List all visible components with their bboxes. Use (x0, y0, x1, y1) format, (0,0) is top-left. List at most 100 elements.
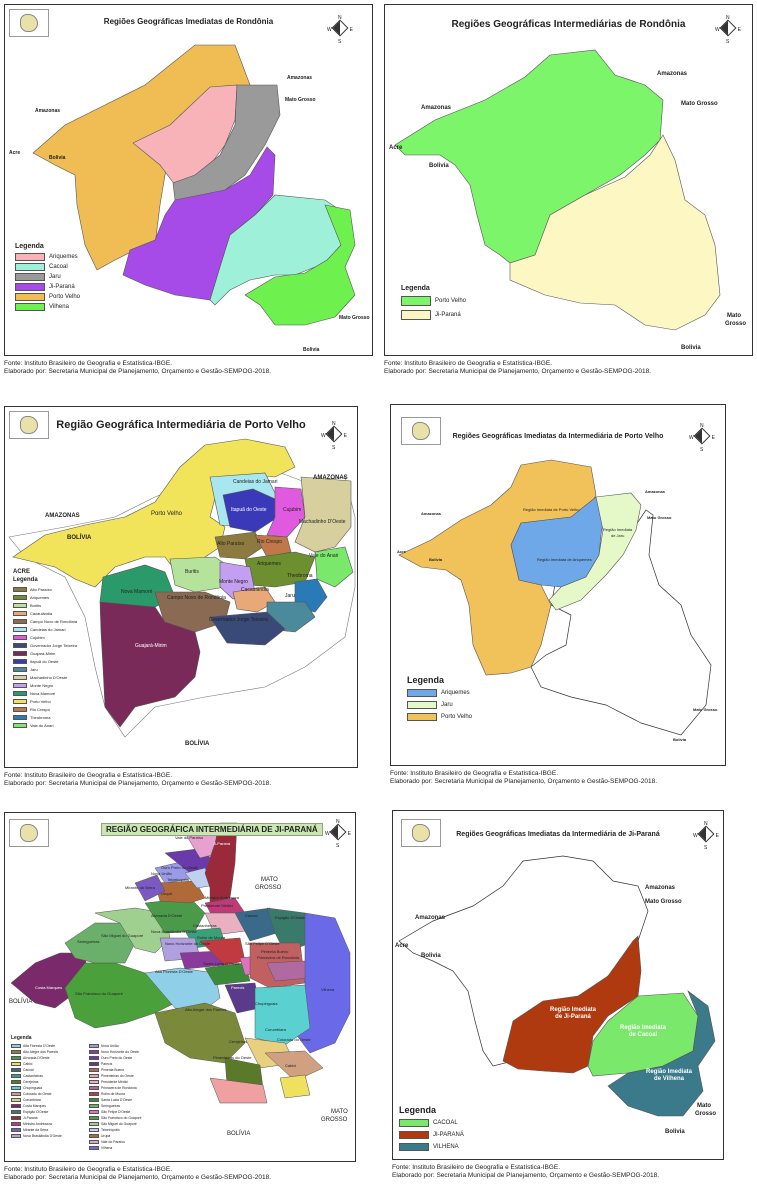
legend-swatch (13, 642, 27, 648)
label-amazonas-right: AMAZONAS (313, 475, 348, 481)
compass-star-icon (325, 425, 343, 443)
compass-e: E (347, 831, 351, 837)
legend-label: Ji-Paraná (435, 312, 461, 318)
region-ji-parana (204, 822, 238, 904)
label-seringueiras: Seringueiras (77, 939, 100, 944)
region-santa-luzia (204, 962, 251, 986)
compass-star-icon (329, 823, 347, 841)
rondonia-intermediate-regions-map (394, 49, 721, 331)
caption-source: Fonte: Instituto Brasileiro de Geografia… (4, 360, 172, 367)
label-chupinguaia: Chupinguaia (255, 1001, 278, 1006)
legend-label: Cerejeiras (23, 1080, 39, 1084)
legend-item: Teixeirópolis (89, 1127, 142, 1133)
region-machadinho (294, 476, 352, 553)
legend-swatch (13, 634, 27, 640)
label-ji-parana: Ji-Paraná (213, 841, 231, 846)
label-line-2: de Vilhena (654, 1076, 684, 1082)
legend-swatch (89, 1068, 99, 1072)
label-regiao-ji-parana: Região Imediata de Ji-Paraná (543, 1007, 603, 1021)
legend-label: Costa Marques (23, 1104, 46, 1108)
legend-swatch (11, 1080, 21, 1084)
legend-item: Parecis (89, 1061, 142, 1067)
legend-swatch (11, 1122, 21, 1126)
brazil-shape (412, 824, 430, 842)
legend-item: Costa Marques (11, 1103, 89, 1109)
legend-item: Governador Jorge Teixeira (13, 641, 77, 649)
compass-e: E (715, 833, 719, 839)
label-candeias: Candeias do Jamari (233, 479, 278, 485)
legend-label: Ministro Andreazza (23, 1122, 52, 1126)
label-amazonas-left: Amazonas (421, 105, 452, 111)
legend-item: Porto Velho (15, 292, 80, 302)
legend-label: Alto Paraíso (30, 586, 52, 592)
map-panel-immediate-ji-parana: Regiões Geográficas Imediatas da Interme… (392, 810, 724, 1160)
caption-panel-2: Fonte: Instituto Brasileiro de Geografia… (384, 360, 651, 376)
region-vilhena (244, 204, 356, 326)
region-mirante (134, 874, 166, 902)
region-rio-crespo (254, 534, 292, 558)
label-cacoal: Cacoal (245, 913, 258, 918)
caption-panel-3: Fonte: Instituto Brasileiro de Geografia… (4, 772, 271, 788)
legend-column-1: Alta Floresta D'Oeste Alto Alegre dos Pa… (11, 1043, 89, 1151)
compass-n: N (338, 15, 342, 21)
label-nova-mamore: Nova Mamoré (121, 589, 153, 595)
legend-item: Pimenta Bueno (89, 1067, 142, 1073)
legend-swatch (11, 1104, 21, 1108)
legend-label: Alvorada D'Oeste (23, 1056, 50, 1060)
label-cabixi: Cabixi (285, 1063, 297, 1068)
compass-e: E (343, 433, 347, 439)
ji-parana-municipalities-map (10, 822, 351, 1104)
legend: Legenda CACOAL JI-PARANÁ VILHENA (399, 1105, 464, 1153)
legend-item: Rolim de Moura (89, 1091, 142, 1097)
label-bolivia-bottom: BOLÍVIA (227, 1131, 251, 1137)
legend-item: Espigão D'Oeste (11, 1109, 89, 1115)
legend-title: Legenda (407, 675, 445, 685)
label-theobroma: Theobroma (287, 573, 313, 579)
caption-author: Elaborado por: Secretaria Municipal de P… (4, 1174, 271, 1181)
legend-label: Cacaulândia (30, 610, 53, 616)
legend-swatch (89, 1104, 99, 1108)
legend-item: Rio Crespo (13, 705, 77, 713)
label-bolivia-bottom: BOLÍVIA (185, 741, 210, 747)
label-line-1: Região Imediata (549, 1007, 596, 1013)
legend-title: Legenda (399, 1105, 437, 1115)
legend-swatch (13, 698, 27, 704)
legend-label: Campo Novo de Rondônia (30, 618, 78, 624)
label-line-2: de Cacoal (628, 1032, 658, 1038)
caption-panel-4: Fonte: Instituto Brasileiro de Geografia… (390, 770, 657, 786)
legend-item: Nova Brasilândia D'Oeste (11, 1133, 89, 1139)
legend-swatch (11, 1128, 21, 1132)
label-bolivia-bottom: Bolivia (681, 345, 701, 351)
legend-item: Colorado do Oeste (11, 1091, 89, 1097)
caption-author: Elaborado por: Secretaria Municipal de P… (384, 368, 651, 375)
legend-label: Vilhena (49, 304, 69, 310)
label-grosso: Grosso (725, 321, 747, 327)
label-acre: Acre (9, 150, 21, 156)
legend-swatch (399, 1119, 429, 1127)
legend-label: Candeias do Jamari (30, 626, 66, 632)
legend-label: Castanheiras (23, 1074, 43, 1078)
legend-label: Novo Horizonte do Oeste (101, 1050, 140, 1054)
caption-author: Elaborado por: Secretaria Municipal de P… (4, 368, 271, 375)
legend-label: Governador Jorge Teixeira (30, 642, 78, 648)
legend-label: Ariquemes (49, 254, 78, 260)
legend-swatch (89, 1044, 99, 1048)
legend-columns: Alta Floresta D'Oeste Alto Alegre dos Pa… (11, 1043, 142, 1151)
label-pimenta: Pimenta Bueno (261, 949, 289, 954)
compass-n: N (332, 421, 336, 427)
legend-item: Porto Velho (407, 711, 472, 723)
label-sao-felipe: São Felipe D'Oeste (245, 941, 280, 946)
label-ouro-preto: Ouro Preto do Oeste (161, 865, 198, 870)
legend-item: Ji-Paraná (15, 282, 80, 292)
label-line-1: Região Imediata (619, 1025, 666, 1031)
region-colorado (264, 1050, 324, 1082)
legend-label: Parecis (101, 1062, 113, 1066)
legend-label: Ariquemes (30, 594, 50, 600)
label-rolim: Rolim de Moura (197, 935, 226, 940)
legend-item: Alvorada D'Oeste (11, 1055, 89, 1061)
caption-author: Elaborado por: Secretaria Municipal de P… (390, 778, 657, 785)
legend-item: Buritis (13, 601, 77, 609)
legend-item: Ariquemes (13, 593, 77, 601)
legend-swatch (15, 293, 45, 301)
compass-w: W (325, 831, 330, 837)
